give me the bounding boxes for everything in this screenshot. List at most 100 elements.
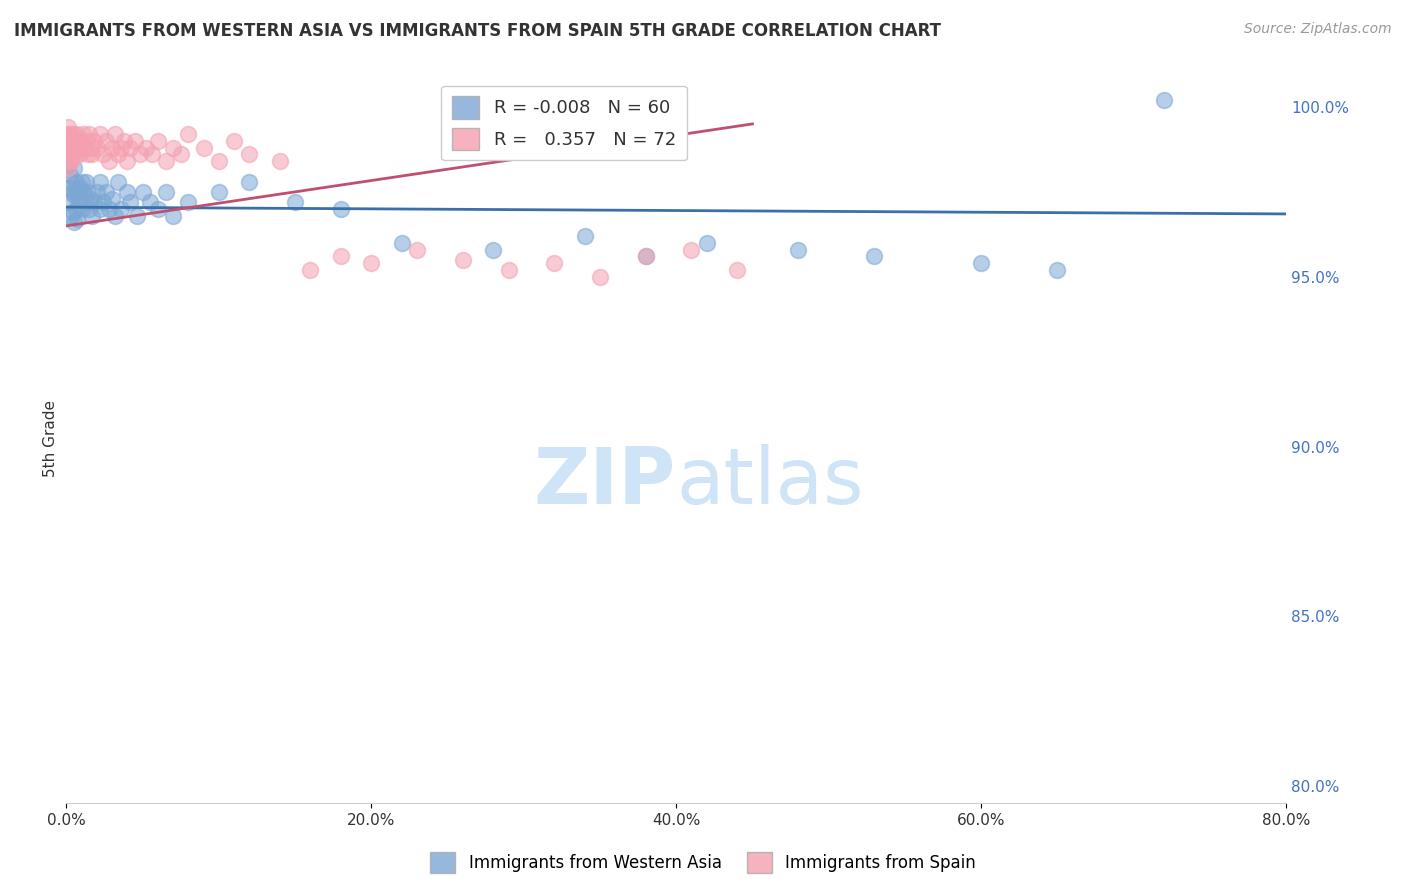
Point: [482, 243, 505, 257]
Text: atlas: atlas: [676, 444, 863, 520]
Text: ZIP: ZIP: [534, 444, 676, 520]
Point: [62, 141, 84, 155]
Point: [58, 141, 80, 155]
Point: [329, 202, 352, 216]
Point: [128, 147, 150, 161]
Point: [120, 195, 142, 210]
Point: [69, 147, 91, 161]
Point: [66, 185, 89, 199]
Point: [56, 161, 79, 175]
Point: [94, 185, 117, 199]
Point: [72, 127, 94, 141]
Point: [125, 209, 148, 223]
Point: [76, 185, 98, 199]
Y-axis label: 5th Grade: 5th Grade: [44, 400, 58, 476]
Point: [94, 134, 117, 148]
Point: [104, 209, 127, 223]
Point: [177, 127, 200, 141]
Point: [124, 134, 146, 148]
Point: [112, 134, 135, 148]
Point: [170, 147, 193, 161]
Point: [391, 235, 413, 250]
Point: [73, 195, 96, 210]
Point: [56, 158, 79, 172]
Point: [574, 229, 596, 244]
Point: [406, 243, 429, 257]
Point: [498, 263, 520, 277]
Point: [208, 185, 231, 199]
Point: [177, 195, 200, 210]
Point: [65, 127, 87, 141]
Point: [55, 141, 77, 155]
Point: [66, 212, 89, 227]
Point: [66, 147, 89, 161]
Point: [117, 154, 139, 169]
Point: [63, 161, 86, 175]
Point: [155, 154, 177, 169]
Point: [107, 175, 129, 189]
Point: [101, 141, 124, 155]
Point: [58, 168, 80, 182]
Point: [681, 243, 703, 257]
Point: [107, 147, 129, 161]
Point: [65, 141, 87, 155]
Legend: R = -0.008   N = 60, R =   0.357   N = 72: R = -0.008 N = 60, R = 0.357 N = 72: [441, 86, 686, 161]
Point: [634, 249, 657, 263]
Point: [89, 127, 111, 141]
Point: [58, 195, 80, 210]
Point: [60, 147, 83, 161]
Point: [98, 202, 121, 216]
Point: [65, 202, 87, 216]
Point: [101, 192, 124, 206]
Point: [82, 209, 104, 223]
Point: [56, 147, 79, 161]
Point: [224, 134, 246, 148]
Point: [58, 127, 80, 141]
Point: [58, 154, 80, 169]
Point: [208, 154, 231, 169]
Point: [98, 154, 121, 169]
Point: [56, 134, 79, 148]
Point: [67, 192, 90, 206]
Point: [70, 175, 93, 189]
Point: [91, 195, 114, 210]
Point: [162, 141, 184, 155]
Point: [269, 154, 291, 169]
Point: [89, 175, 111, 189]
Point: [238, 147, 260, 161]
Point: [65, 175, 87, 189]
Point: [75, 175, 97, 189]
Point: [62, 185, 84, 199]
Point: [970, 256, 993, 270]
Point: [135, 141, 157, 155]
Point: [299, 263, 322, 277]
Legend: Immigrants from Western Asia, Immigrants from Spain: Immigrants from Western Asia, Immigrants…: [423, 846, 983, 880]
Point: [543, 256, 565, 270]
Point: [117, 185, 139, 199]
Point: [69, 181, 91, 195]
Point: [86, 185, 108, 199]
Point: [83, 134, 105, 148]
Point: [141, 147, 163, 161]
Point: [863, 249, 886, 263]
Point: [725, 263, 748, 277]
Point: [360, 256, 382, 270]
Point: [238, 175, 260, 189]
Point: [80, 192, 103, 206]
Point: [139, 195, 162, 210]
Point: [60, 209, 83, 223]
Point: [79, 202, 101, 216]
Point: [56, 147, 79, 161]
Point: [162, 209, 184, 223]
Point: [60, 154, 83, 169]
Text: Source: ZipAtlas.com: Source: ZipAtlas.com: [1244, 22, 1392, 37]
Point: [80, 141, 103, 155]
Point: [60, 134, 83, 148]
Point: [155, 185, 177, 199]
Point: [56, 181, 79, 195]
Text: IMMIGRANTS FROM WESTERN ASIA VS IMMIGRANTS FROM SPAIN 5TH GRADE CORRELATION CHAR: IMMIGRANTS FROM WESTERN ASIA VS IMMIGRAN…: [14, 22, 941, 40]
Point: [787, 243, 810, 257]
Point: [63, 215, 86, 229]
Point: [131, 185, 153, 199]
Point: [62, 127, 84, 141]
